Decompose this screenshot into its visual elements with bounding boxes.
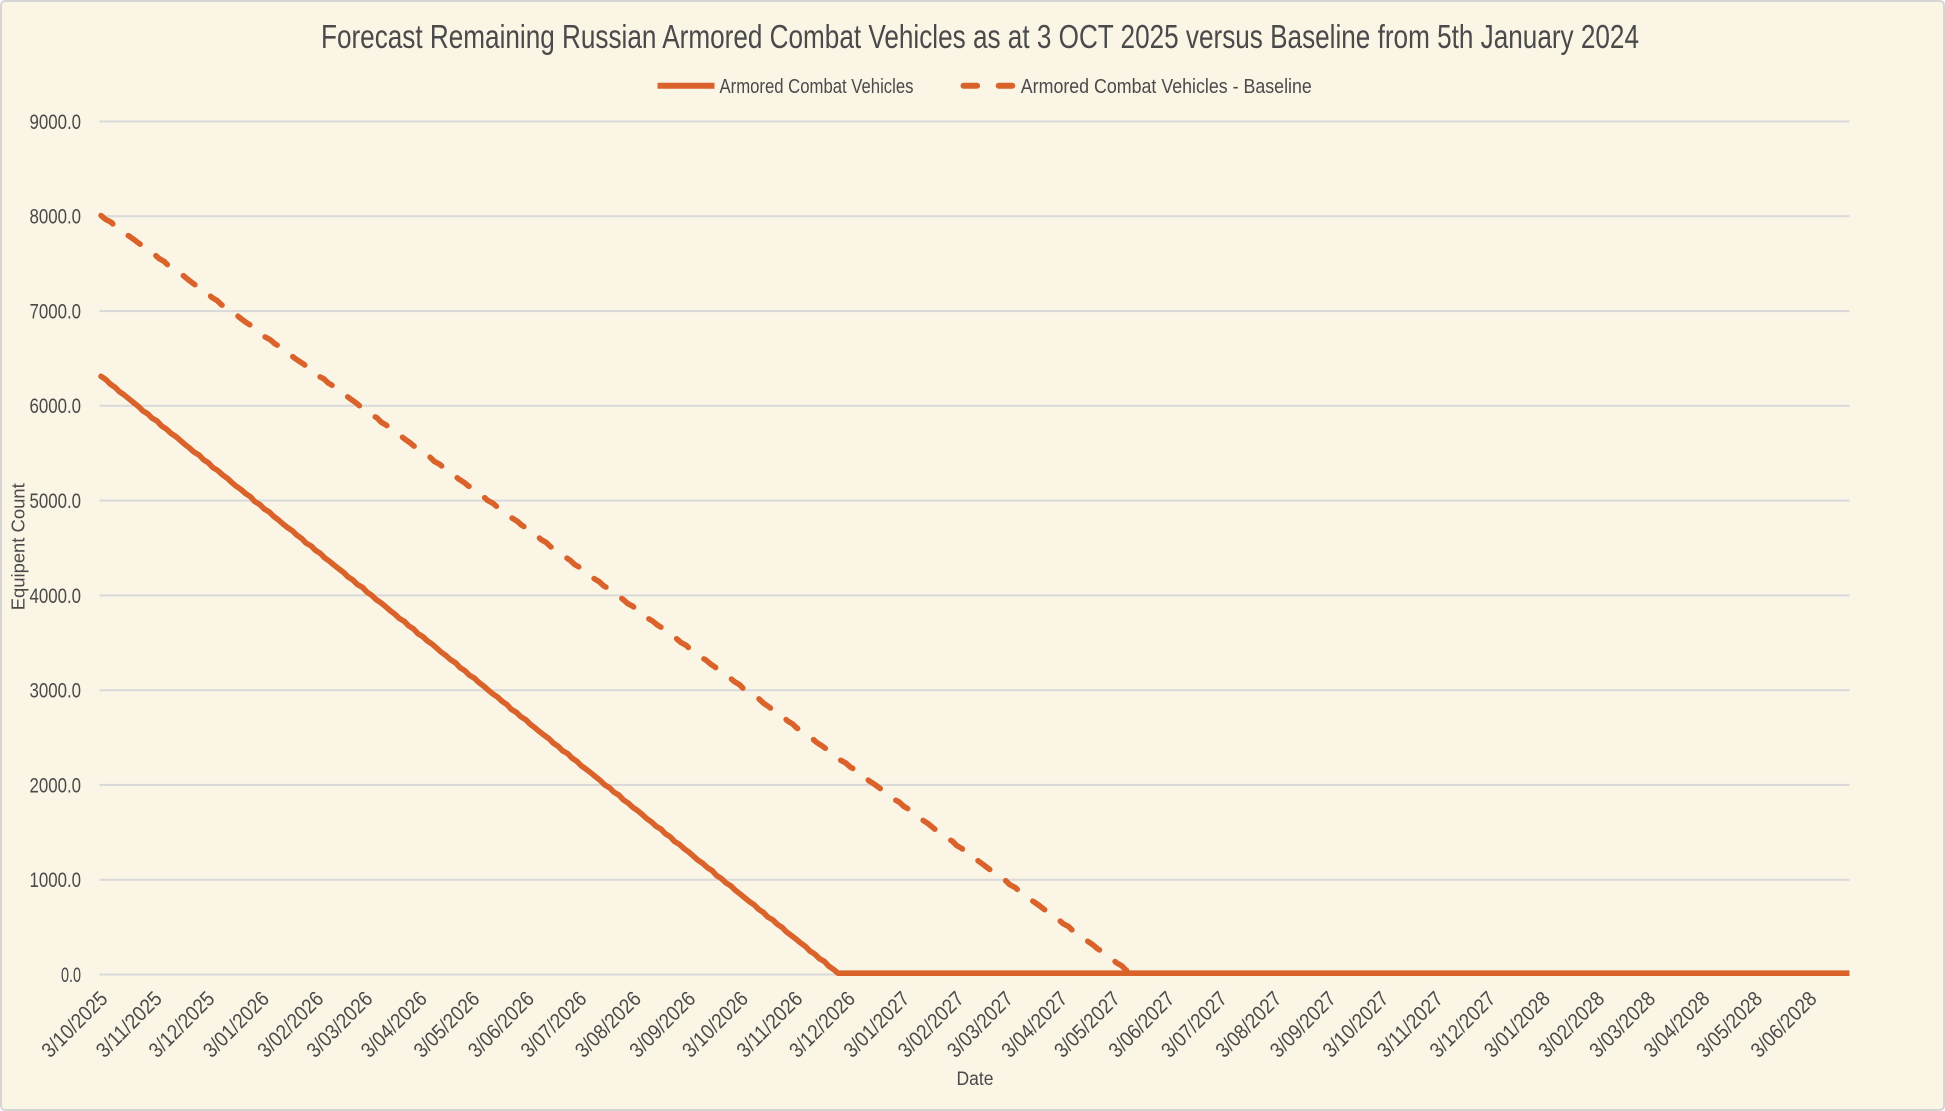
svg-text:Date: Date xyxy=(957,1068,994,1090)
svg-text:2000.0: 2000.0 xyxy=(30,774,82,797)
svg-text:7000.0: 7000.0 xyxy=(30,301,82,324)
svg-text:5000.0: 5000.0 xyxy=(30,490,82,513)
svg-text:1000.0: 1000.0 xyxy=(30,869,82,892)
svg-text:Armored Combat Vehicles: Armored Combat Vehicles xyxy=(720,76,914,98)
svg-text:6000.0: 6000.0 xyxy=(30,395,82,418)
svg-text:9000.0: 9000.0 xyxy=(30,111,82,134)
svg-text:8000.0: 8000.0 xyxy=(30,206,82,229)
svg-text:Forecast Remaining Russian Arm: Forecast Remaining Russian Armored Comba… xyxy=(321,19,1639,56)
svg-text:0.0: 0.0 xyxy=(61,964,81,987)
svg-text:Armored Combat Vehicles - Base: Armored Combat Vehicles - Baseline xyxy=(1021,76,1312,98)
svg-text:4000.0: 4000.0 xyxy=(30,585,82,608)
svg-text:3000.0: 3000.0 xyxy=(30,680,82,703)
svg-text:Equipent Count: Equipent Count xyxy=(7,483,28,610)
